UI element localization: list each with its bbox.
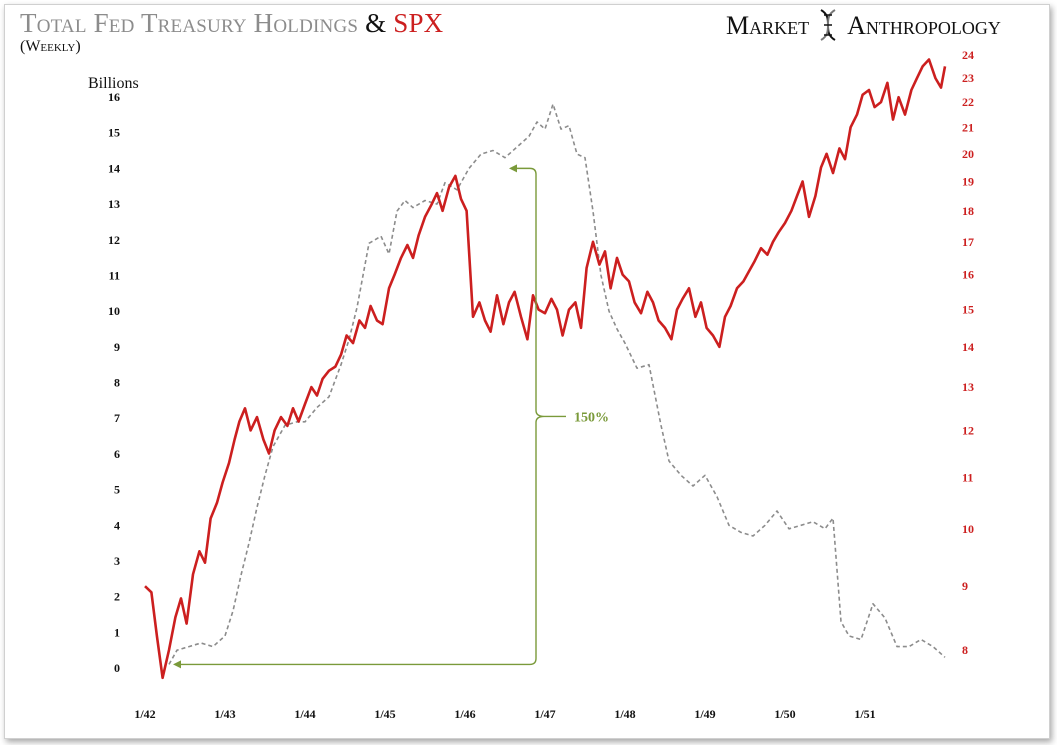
chart-subtitle: (Weekly) — [20, 38, 81, 55]
x-tick-label: 1/43 — [214, 707, 235, 721]
x-tick-label: 1/44 — [294, 707, 315, 721]
left-tick-label: 8 — [114, 376, 120, 390]
right-tick-label: 8 — [962, 643, 968, 657]
right-tick-label: 19 — [962, 175, 974, 189]
dna-helix-icon — [817, 8, 839, 42]
series-layer — [144, 58, 947, 680]
arrowhead-bottom — [173, 660, 181, 669]
right-tick-label: 23 — [962, 71, 974, 85]
x-axis: 1/42 1/43 1/44 1/45 1/46 1/47 1/48 1/49 1/50 1/51 — [134, 707, 875, 721]
chart-title: Total Fed Treasury Holdings & SPX — [20, 8, 443, 39]
x-tick-label: 1/46 — [454, 707, 475, 721]
brand-logo: Market Anthropology — [726, 8, 1001, 42]
right-tick-label: 14 — [962, 340, 974, 354]
chart-frame — [4, 4, 1050, 739]
right-tick-label: 10 — [962, 522, 974, 536]
x-tick-label: 1/42 — [134, 707, 155, 721]
annotation-layer: 150% — [173, 164, 609, 669]
right-tick-label: 17 — [962, 235, 974, 249]
x-tick-label: 1/45 — [374, 707, 395, 721]
left-tick-label: 7 — [114, 411, 120, 425]
right-tick-label: 11 — [962, 471, 973, 485]
left-tick-label: 0 — [114, 661, 120, 675]
left-tick-label: 3 — [114, 554, 120, 568]
right-tick-label: 13 — [962, 380, 974, 394]
title-main: Total Fed Treasury Holdings — [20, 8, 359, 38]
left-tick-label: 16 — [108, 90, 120, 104]
left-tick-label: 2 — [114, 590, 120, 604]
left-tick-label: 13 — [108, 197, 120, 211]
fed-holdings-line — [168, 103, 946, 665]
right-tick-label: 16 — [962, 268, 974, 282]
right-tick-label: 12 — [962, 423, 974, 437]
left-tick-label: 11 — [109, 268, 120, 282]
title-ampersand: & — [365, 8, 387, 38]
right-axis: 8 9 10 11 12 13 14 15 16 17 18 19 20 21 22 23 24 — [962, 48, 974, 657]
right-tick-label: 20 — [962, 147, 974, 161]
spx-line — [144, 58, 947, 680]
right-tick-label: 9 — [962, 579, 968, 593]
left-tick-label: 14 — [108, 161, 120, 175]
right-tick-label: 15 — [962, 303, 974, 317]
left-axis-label: Billions — [88, 75, 139, 92]
right-tick-label: 24 — [962, 48, 974, 62]
left-tick-label: 12 — [108, 233, 120, 247]
x-tick-label: 1/48 — [614, 707, 635, 721]
bracket-line — [181, 167, 545, 666]
right-tick-label: 18 — [962, 204, 974, 218]
title-spx: SPX — [393, 8, 444, 38]
left-tick-label: 1 — [114, 625, 120, 639]
right-tick-label: 21 — [962, 120, 974, 134]
brand-right: Anthropology — [847, 11, 1001, 40]
left-tick-label: 6 — [114, 447, 120, 461]
x-tick-label: 1/47 — [534, 707, 555, 721]
x-tick-label: 1/49 — [694, 707, 715, 721]
annotation-label: 150% — [574, 410, 609, 425]
x-tick-label: 1/50 — [774, 707, 795, 721]
left-tick-label: 10 — [108, 304, 120, 318]
left-tick-label: 4 — [114, 518, 120, 532]
left-tick-label: 5 — [114, 483, 120, 497]
right-tick-label: 22 — [962, 95, 974, 109]
left-tick-label: 9 — [114, 340, 120, 354]
x-tick-label: 1/51 — [854, 707, 875, 721]
brand-left: Market — [726, 11, 810, 40]
left-tick-label: 15 — [108, 126, 120, 140]
percent-bracket: 150% — [173, 164, 609, 669]
arrowhead-top — [509, 164, 517, 173]
